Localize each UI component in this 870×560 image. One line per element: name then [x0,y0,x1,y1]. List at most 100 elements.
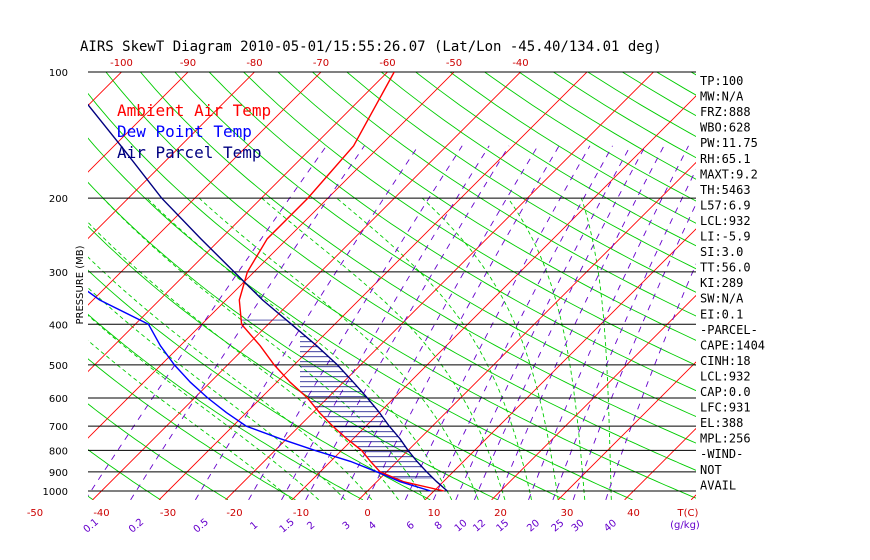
mixing-ratio-tick-label: 0.1 [82,517,101,536]
parcel-temp-line [88,103,448,492]
moist-adiabat [146,197,453,500]
mixing-ratio-tick-label: 0.5 [192,517,211,536]
index-text: TP:100 [700,74,743,88]
bottom-temp-tick-label: 10 [428,508,441,519]
dry-adiabat [760,72,870,500]
index-text: SI:3.0 [700,245,743,259]
bottom-temp-tick-label: 30 [561,508,574,519]
moist-adiabat [102,197,426,500]
dry-adiabat [88,137,633,500]
index-text: AVAIL [700,478,736,492]
pressure-tick-label: 200 [49,194,68,205]
mixing-ratio-tick-label: 30 [570,518,587,535]
mixing-ratio-line [404,145,591,500]
isotherm [557,361,696,500]
isotherm [491,294,696,500]
index-text: SW:N/A [700,292,744,306]
pressure-tick-label: 1000 [43,487,68,498]
mixing-ratio-tick-label: 2 [305,520,317,533]
index-text: FRZ:888 [700,105,751,119]
temp-unit-label: T(C) [677,508,699,519]
dry-adiabat [88,181,566,500]
dry-adiabat [381,72,696,270]
isotherm [88,72,455,439]
bottom-temp-tick-label: -40 [93,508,109,519]
index-text: LCL:932 [700,369,751,383]
pressure-tick-label: 600 [49,394,68,405]
mixing-ratio-tick-label: 4 [367,520,379,533]
pressure-tick-label: 800 [49,446,68,457]
isotherm [424,228,696,500]
dry-adiabat [518,72,696,180]
mixing-ratio-tick-label: 15 [494,518,511,535]
index-text: -PARCEL- [700,323,758,337]
bottom-temp-tick-label: -30 [160,508,176,519]
dry-adiabat [208,72,696,392]
dry-adiabat [415,72,696,247]
bottom-temp-tick-label: -20 [226,508,242,519]
mixing-ratio-tick-label: 12 [471,518,488,535]
moist-adiabat [88,256,373,500]
dry-adiabat [243,72,696,366]
index-text: EL:388 [700,416,743,430]
index-text: LFC:931 [700,401,751,415]
pressure-tick-label: 900 [49,468,68,479]
legend-ambient: Ambient Air Temp [117,101,271,120]
moist-adiabat [421,197,559,500]
top-temp-tick-label: -90 [180,58,196,69]
top-temp-tick-label: -60 [379,58,395,69]
index-text: CAPE:1404 [700,338,765,352]
bottom-temp-tick-label: 40 [627,508,640,519]
bottom-temp-tick-label: 20 [494,508,507,519]
mixing-ratio-line [552,168,696,500]
mixing-ratio-unit-label: (g/kg) [670,520,700,531]
index-text: CINH:18 [700,354,751,368]
mixing-ratio-tick-label: 6 [405,520,417,533]
mixing-ratio-tick-label: 10 [453,518,470,535]
isotherm [225,72,655,500]
mixing-ratio-tick-label: 1 [248,520,260,533]
index-text: MAXT:9.2 [700,167,758,181]
index-text: LCL:932 [700,214,751,228]
bottom-temp-tick-label: -50 [27,508,43,519]
index-text: NOT [700,463,722,477]
top-temp-tick-label: -100 [110,58,133,69]
index-text: PW:11.75 [700,136,758,150]
dry-adiabat [140,72,696,444]
index-text: -WIND- [700,447,743,461]
pressure-tick-label: 500 [49,361,68,372]
isotherm [358,161,696,500]
ambient-temp-line [238,72,445,492]
isobars [88,71,696,492]
mixing-ratio-tick-label: 8 [433,520,445,533]
mixing-ratio-tick-label: 1.5 [278,517,297,536]
isotherm [88,72,189,173]
index-text: MW:N/A [700,90,744,104]
dewpoint-line [88,290,431,492]
dry-adiabat [312,72,696,317]
dry-adiabat [88,313,364,500]
dry-adiabat [105,72,696,471]
mixing-ratio-tick-label: 3 [341,520,353,533]
pressure-tick-label: 700 [49,422,68,433]
bottom-temp-tick-label: -10 [293,508,309,519]
isotherm [758,53,870,500]
pressure-tick-label: 100 [49,68,68,79]
isotherm [291,95,696,500]
profile-series [88,72,448,492]
mixing-ratio-tick-label: 0.2 [127,517,146,536]
index-text: L57:6.9 [700,198,751,212]
dry-adiabat [346,72,696,293]
dry-adiabat [0,72,26,500]
isotherm [0,53,8,500]
moist-adiabat [336,197,532,500]
isotherm [88,72,322,306]
pressure-tick-label: 300 [49,268,68,279]
mixing-ratio-line [130,145,365,500]
dry-adiabat [174,72,696,418]
legend-dewpoint: Dew Point Temp [117,122,252,141]
moist-adiabat [88,221,399,500]
